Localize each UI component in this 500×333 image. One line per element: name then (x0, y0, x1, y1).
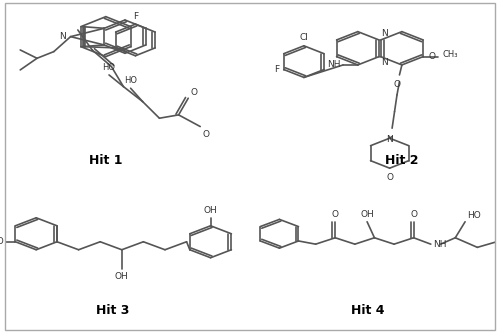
Text: HO: HO (0, 237, 4, 246)
Text: O: O (190, 88, 198, 97)
Text: HO: HO (468, 211, 481, 220)
Text: HO: HO (102, 63, 116, 72)
Text: N: N (386, 135, 393, 144)
Text: NH: NH (327, 60, 340, 70)
Text: Hit 3: Hit 3 (96, 304, 130, 317)
Text: O: O (428, 52, 435, 61)
Text: O: O (410, 209, 417, 218)
Text: NH: NH (433, 240, 446, 249)
Text: N: N (382, 29, 388, 38)
Text: Hit 1: Hit 1 (89, 154, 122, 166)
Text: OH: OH (360, 209, 374, 218)
Text: O: O (332, 209, 338, 218)
Text: Hit 4: Hit 4 (351, 304, 384, 317)
Text: F: F (133, 12, 138, 21)
Text: O: O (386, 173, 393, 182)
Text: HO: HO (124, 76, 137, 85)
Text: N: N (59, 32, 66, 41)
Text: O: O (394, 80, 400, 89)
Text: F: F (274, 65, 279, 74)
Text: Cl: Cl (300, 33, 308, 42)
Text: OH: OH (204, 205, 218, 214)
Text: OH: OH (115, 272, 128, 281)
Text: CH₃: CH₃ (442, 50, 458, 60)
Text: Hit 2: Hit 2 (385, 154, 418, 166)
Text: O: O (202, 130, 209, 139)
Text: N: N (382, 58, 388, 67)
